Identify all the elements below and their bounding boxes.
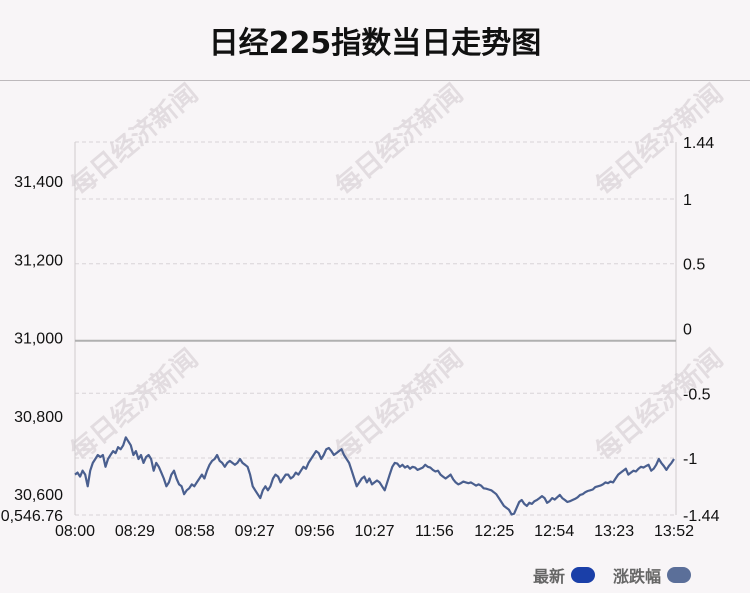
x-tick-label: 12:25 xyxy=(474,523,514,540)
chart-title: 日经225指数当日走势图 xyxy=(208,26,542,61)
x-tick-label: 09:27 xyxy=(235,523,275,540)
legend-latest-swatch xyxy=(571,567,596,583)
x-tick-label: 12:54 xyxy=(534,523,574,540)
y-left-tick-label: 30,800 xyxy=(14,409,63,426)
legend-change-label: 涨跌幅 xyxy=(613,567,662,586)
x-tick-label: 13:52 xyxy=(654,523,694,540)
y-left-tick-label: 31,400 xyxy=(14,174,63,191)
x-tick-label: 09:56 xyxy=(295,523,335,540)
y-right-tick-label: -1 xyxy=(683,451,697,468)
legend-latest-label: 最新 xyxy=(533,567,566,586)
y-right-tick-label: 1 xyxy=(683,192,692,209)
series-line-latest xyxy=(74,436,675,516)
x-tick-label: 10:27 xyxy=(354,523,394,540)
y-right-tick-label: 0.5 xyxy=(683,257,705,274)
legend-change-swatch xyxy=(667,567,692,583)
y-right-tick-label: -0.5 xyxy=(683,386,711,403)
x-tick-label: 08:58 xyxy=(175,523,215,540)
x-tick-label: 08:29 xyxy=(115,523,155,540)
x-tick-label: 13:23 xyxy=(594,523,634,540)
x-tick-label: 08:00 xyxy=(55,523,95,540)
y-left-tick-label: 31,000 xyxy=(14,331,63,348)
y-right-tick-label: 0 xyxy=(683,322,692,339)
legend: 最新 涨跌幅 xyxy=(533,563,692,587)
x-tick-label: 11:56 xyxy=(415,523,454,540)
y-left-tick-label: 30,546.76 xyxy=(0,508,63,525)
title-divider xyxy=(0,80,750,81)
y-right-tick-label: -1.44 xyxy=(683,508,720,525)
y-left-tick-label: 31,200 xyxy=(14,252,63,269)
y-right-tick-label: 1.44 xyxy=(683,135,714,152)
y-left-tick-label: 30,600 xyxy=(14,487,63,504)
